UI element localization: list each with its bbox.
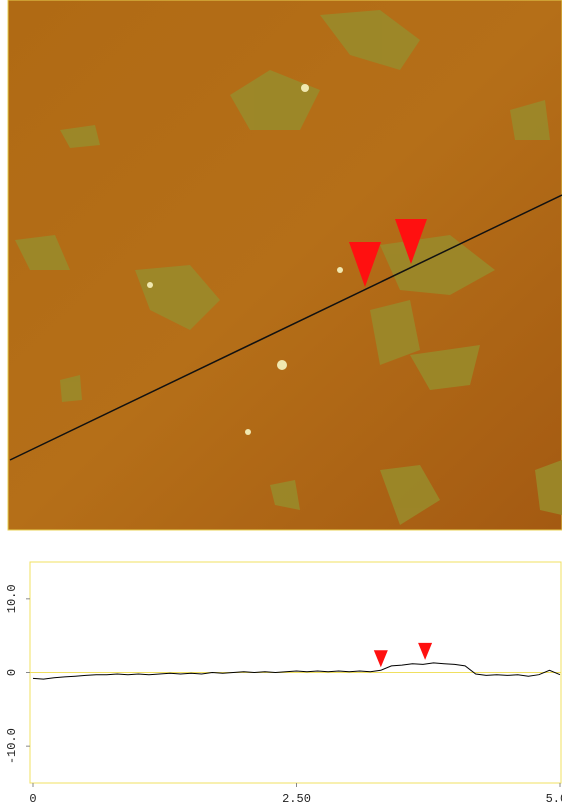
- y-tick-label: -10.0: [5, 728, 19, 764]
- x-tick-label: 0: [29, 792, 36, 806]
- afm-image: [8, 0, 562, 530]
- y-tick-label: 10.0: [5, 584, 19, 613]
- x-tick-label: 2.50: [282, 792, 311, 806]
- page: -10.0 0 10.0 0 2.50 5.00: [0, 0, 562, 807]
- profile-line: [33, 663, 560, 679]
- y-tick-label: 0: [5, 669, 19, 676]
- cursor-marker: [418, 643, 432, 660]
- cursor-marker: [374, 650, 388, 667]
- x-tick-label: 5.00: [546, 792, 562, 806]
